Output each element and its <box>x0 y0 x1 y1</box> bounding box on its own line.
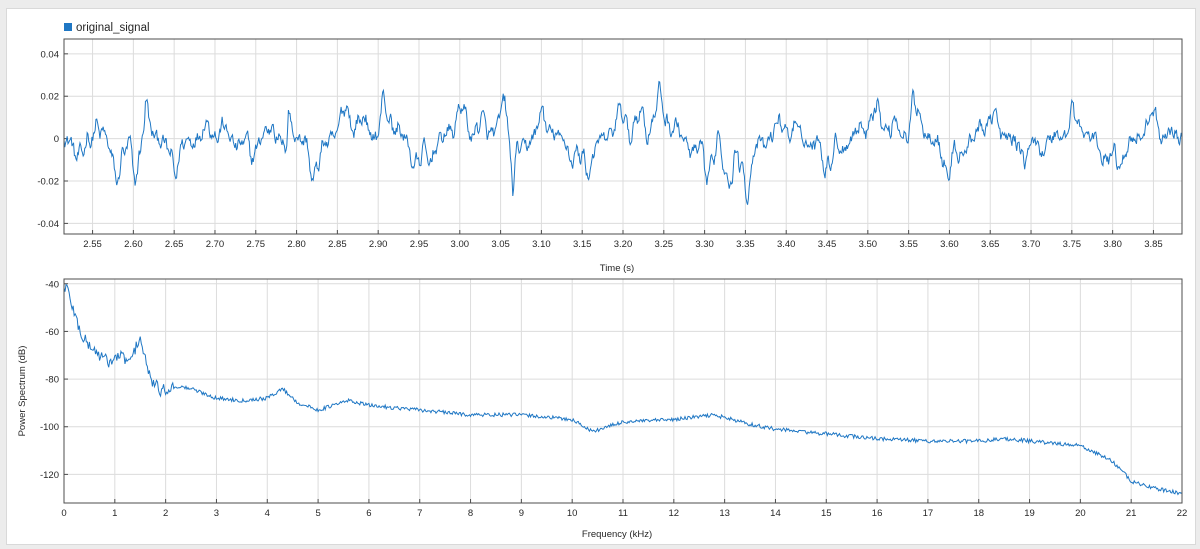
y-tick-label: -0.04 <box>37 219 59 230</box>
power-spectrum-y-axis-label: Power Spectrum (dB) <box>17 346 28 437</box>
time-plot[interactable]: 0.04 0.02 0 -0.02 -0.04 2.55 2.60 2.65 2.70 2.75… <box>37 38 1183 274</box>
x-tick-label: 14 <box>770 508 781 519</box>
x-tick-label: 2.80 <box>287 239 306 250</box>
x-tick-label: 2.60 <box>124 239 143 250</box>
x-tick-label: 21 <box>1126 508 1137 519</box>
y-tick-label: -0.02 <box>37 177 59 188</box>
x-tick-label: 3.20 <box>614 239 633 250</box>
x-tick-label: 3.85 <box>1144 239 1163 250</box>
x-tick-label: 2.85 <box>328 239 347 250</box>
time-plot-frame <box>63 38 1183 235</box>
x-tick-label: 15 <box>821 508 832 519</box>
x-tick-label: 1 <box>112 508 117 519</box>
frequency-x-axis-label: Frequency (kHz) <box>582 529 652 540</box>
legend-label: original_signal <box>76 22 150 34</box>
x-tick-label: 9 <box>519 508 524 519</box>
x-tick-label: 3.50 <box>859 239 878 250</box>
x-tick-label: 18 <box>973 508 984 519</box>
x-tick-label: 3.35 <box>736 239 755 250</box>
chart-panel: original_signal 0.04 0.02 0 -0.02 -0.04 2.55… <box>6 8 1196 545</box>
x-tick-label: 4 <box>265 508 270 519</box>
spectrum-plot-frame <box>63 278 1183 504</box>
x-tick-label: 2.95 <box>410 239 429 250</box>
x-tick-label: 16 <box>872 508 883 519</box>
x-tick-label: 2 <box>163 508 168 519</box>
x-tick-label: 3.05 <box>491 239 510 250</box>
spectrum-plot-x-ticks: 0 1 2 3 4 5 6 7 8 9 10 11 12 13 14 15 16 17 18 19 20 21 22 <box>61 499 1187 519</box>
x-tick-label: 12 <box>669 508 680 519</box>
x-tick-label: 2.65 <box>165 239 184 250</box>
x-tick-label: 6 <box>366 508 371 519</box>
y-tick-label: -100 <box>40 422 59 433</box>
x-tick-label: 3.60 <box>940 239 959 250</box>
x-tick-label: 19 <box>1024 508 1035 519</box>
x-tick-label: 11 <box>618 508 628 519</box>
x-tick-label: 3.80 <box>1103 239 1122 250</box>
time-plot-y-ticks: 0.04 0.02 0 -0.02 -0.04 <box>37 49 68 230</box>
y-tick-label: -80 <box>45 375 59 386</box>
x-tick-label: 3.55 <box>899 239 918 250</box>
x-tick-label: 2.75 <box>247 239 266 250</box>
original-signal-line <box>63 80 1183 205</box>
x-tick-label: 3.75 <box>1063 239 1082 250</box>
x-tick-label: 3.70 <box>1022 239 1041 250</box>
y-tick-label: -40 <box>45 279 59 290</box>
x-tick-label: 13 <box>719 508 730 519</box>
x-tick-label: 17 <box>923 508 934 519</box>
x-tick-label: 3.15 <box>573 239 592 250</box>
legend[interactable]: original_signal <box>64 22 150 34</box>
power-spectrum-line <box>63 283 1183 496</box>
y-tick-label: 0.02 <box>41 92 60 103</box>
x-tick-label: 3 <box>214 508 219 519</box>
chart-svg: original_signal 0.04 0.02 0 -0.02 -0.04 2.55… <box>17 22 1187 540</box>
x-tick-label: 10 <box>567 508 578 519</box>
x-tick-label: 8 <box>468 508 473 519</box>
y-tick-label: -60 <box>45 327 59 338</box>
time-x-axis-label: Time (s) <box>600 263 634 274</box>
x-tick-label: 2.70 <box>206 239 225 250</box>
spectrum-plot[interactable]: -40-60-80-100-120 0 1 2 3 4 5 6 7 8 9 10 11 12 13 14 15… <box>17 278 1187 540</box>
time-plot-grid <box>64 39 1182 234</box>
x-tick-label: 3.45 <box>818 239 837 250</box>
spectrum-plot-y-ticks: -40 -60 -80 -100 -120 <box>40 279 68 481</box>
y-tick-label: 0 <box>54 134 59 145</box>
y-tick-label: -120 <box>40 470 59 481</box>
x-tick-label: 2.55 <box>83 239 102 250</box>
spectrum-plot-grid <box>63 279 1183 503</box>
x-tick-label: 0 <box>61 508 66 519</box>
x-tick-label: 2.90 <box>369 239 388 250</box>
x-tick-label: 3.00 <box>451 239 470 250</box>
x-tick-label: 3.30 <box>695 239 714 250</box>
x-tick-label: 20 <box>1075 508 1086 519</box>
legend-swatch <box>64 23 72 31</box>
x-tick-label: 3.65 <box>981 239 1000 250</box>
x-tick-label: 5 <box>315 508 320 519</box>
x-tick-label: 3.25 <box>655 239 674 250</box>
x-tick-label: 7 <box>417 508 422 519</box>
x-tick-label: 22 <box>1177 508 1188 519</box>
x-tick-label: 3.40 <box>777 239 796 250</box>
y-tick-label: 0.04 <box>41 49 60 60</box>
x-tick-label: 3.10 <box>532 239 551 250</box>
time-plot-x-ticks: 2.55 2.60 2.65 2.70 2.75 2.80 2.85 2.90 2.95 3.00… <box>83 230 1163 250</box>
